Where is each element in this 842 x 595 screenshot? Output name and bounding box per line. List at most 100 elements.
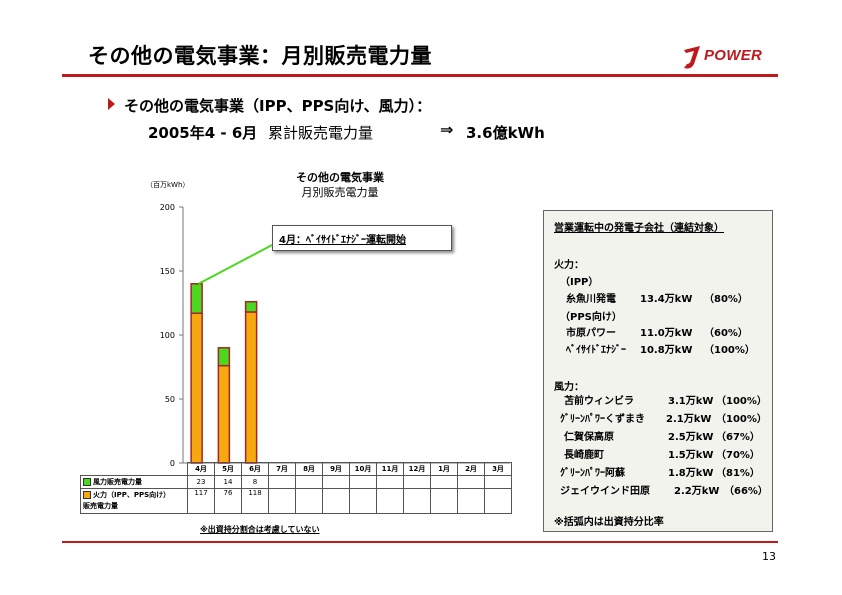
table-header-row: 4月 5月 6月 7月 8月 9月 10月 11月 12月 1月 2月 3月	[81, 462, 512, 476]
table-footnote: ※出資持分割合は考慮していない	[200, 525, 320, 534]
table-cell	[349, 475, 377, 489]
bar-thermal	[217, 364, 231, 464]
bar-wind	[217, 347, 231, 367]
plant-capacity: 10.8万kW	[640, 345, 693, 356]
jpower-mark-icon	[684, 46, 700, 69]
panel-note: ※括弧内は出資持分比率	[554, 517, 664, 528]
plant-name: ｸﾞﾘｰﾝﾊﾟﾜｰ阿蘇	[560, 468, 625, 479]
plant-capacity: 1.5万kW	[668, 450, 714, 461]
bar-wind	[190, 283, 203, 314]
panel-title: 営業運転中の発電子会社（連結対象）	[554, 223, 724, 234]
month-header: 12月	[403, 462, 431, 476]
table-cell	[322, 488, 350, 514]
table-cell: 8	[241, 475, 269, 489]
bar-wind	[244, 300, 258, 313]
wind-heading: 風力：	[554, 382, 584, 393]
footer-rule	[62, 541, 778, 543]
month-header: 8月	[295, 462, 323, 476]
month-header: 5月	[214, 462, 242, 476]
summary-arrow: ⇒	[440, 120, 454, 139]
callout-text: 4月：ﾍﾞｲｻｲﾄﾞｴﾅｼﾞｰ運転開始	[279, 235, 406, 246]
chart-unit: （百万kWh）	[146, 181, 190, 189]
table-cell	[295, 475, 323, 489]
table-cell	[268, 488, 296, 514]
month-header: 6月	[241, 462, 269, 476]
ipp-heading: （IPP）	[560, 277, 599, 288]
plant-share: （100%）	[704, 345, 755, 356]
row-label-wind: 風力販売電力量	[80, 475, 188, 489]
table-cell	[268, 475, 296, 489]
table-row: 風力販売電力量 23 14 8	[80, 475, 512, 489]
table-cell	[322, 475, 350, 489]
bar-thermal	[244, 311, 258, 464]
month-header: 11月	[376, 462, 404, 476]
table-cell	[430, 488, 458, 514]
plant-capacity: 3.1万kW	[668, 396, 714, 407]
plant-share: （80%）	[704, 294, 748, 305]
table-cell: 14	[214, 475, 242, 489]
plant-name: 苫前ウィンビラ	[564, 396, 634, 407]
table-cell	[403, 488, 431, 514]
y-tick-label: 100	[160, 331, 175, 340]
month-header: 7月	[268, 462, 296, 476]
header-rule	[62, 74, 778, 77]
table-cell: 23	[187, 475, 215, 489]
plant-name: ジェイウインド田原	[560, 486, 650, 497]
pps-heading: （PPS向け）	[560, 312, 622, 323]
table-cell	[457, 475, 485, 489]
plant-name: 長崎鹿町	[564, 450, 604, 461]
plant-share: （66%）	[724, 486, 768, 497]
table-cell	[376, 488, 404, 514]
logo-text: POWER	[704, 47, 763, 64]
chart-callout: 4月：ﾍﾞｲｻｲﾄﾞｴﾅｼﾞｰ運転開始	[272, 225, 452, 251]
y-tick-label: 0	[170, 459, 175, 466]
plant-share: （70%）	[716, 450, 760, 461]
row-label-thermal: 火力（IPP、PPS向け） 販売電力量	[80, 488, 188, 514]
plant-capacity: 2.5万kW	[668, 432, 714, 443]
bullet-icon	[108, 98, 115, 110]
plant-share: （100%）	[716, 396, 767, 407]
y-tick-label: 50	[165, 395, 175, 404]
plant-capacity: 1.8万kW	[668, 468, 714, 479]
plant-name: ｸﾞﾘｰﾝﾊﾟﾜｰくずまき	[560, 414, 645, 425]
plant-share: （60%）	[704, 328, 748, 339]
plant-name: 仁賀保高原	[564, 432, 614, 443]
callout-leader-line	[198, 243, 275, 285]
data-table: 4月 5月 6月 7月 8月 9月 10月 11月 12月 1月 2月 3月 風…	[80, 462, 512, 514]
table-cell: 118	[241, 488, 269, 514]
plant-capacity: 2.2万kW	[674, 486, 720, 497]
summary-label: 累計販売電力量	[268, 124, 374, 142]
table-cell	[484, 475, 512, 489]
subsidiary-panel: 営業運転中の発電子会社（連結対象） 火力： （IPP） 糸魚川発電 13.4万k…	[543, 210, 773, 532]
table-cell	[484, 488, 512, 514]
bar-thermal	[190, 312, 203, 464]
jpower-logo: POWER	[680, 42, 780, 72]
month-header: 10月	[349, 462, 377, 476]
month-header: 1月	[430, 462, 458, 476]
y-tick-label: 200	[160, 203, 175, 212]
summary-period: 2005年4 - 6月	[148, 124, 258, 142]
section-heading: その他の電気事業（IPP、PPS向け、風力）：	[124, 97, 432, 115]
month-header: 9月	[322, 462, 350, 476]
plant-share: （100%）	[716, 414, 767, 425]
summary-value: 3.6億kWh	[466, 124, 545, 142]
thermal-heading: 火力：	[554, 260, 584, 271]
month-header: 2月	[457, 462, 485, 476]
chart-title: その他の電気事業 月別販売電力量	[270, 170, 410, 200]
plant-name: 市原パワー	[566, 328, 616, 339]
wind-swatch-icon	[83, 478, 91, 486]
plant-share: （67%）	[716, 432, 760, 443]
month-header: 3月	[484, 462, 512, 476]
plant-share: （81%）	[716, 468, 760, 479]
table-cell	[403, 475, 431, 489]
table-cell: 76	[214, 488, 242, 514]
table-cell	[349, 488, 377, 514]
page-number: 13	[762, 550, 776, 563]
month-header: 4月	[187, 462, 215, 476]
table-cell	[457, 488, 485, 514]
plant-name: 糸魚川発電	[566, 294, 616, 305]
plant-capacity: 13.4万kW	[640, 294, 693, 305]
chart-title-line-1: その他の電気事業	[296, 171, 384, 184]
table-row: 火力（IPP、PPS向け） 販売電力量 117 76 118	[80, 488, 512, 514]
page-title: その他の電気事業：月別販売電力量	[88, 44, 432, 68]
